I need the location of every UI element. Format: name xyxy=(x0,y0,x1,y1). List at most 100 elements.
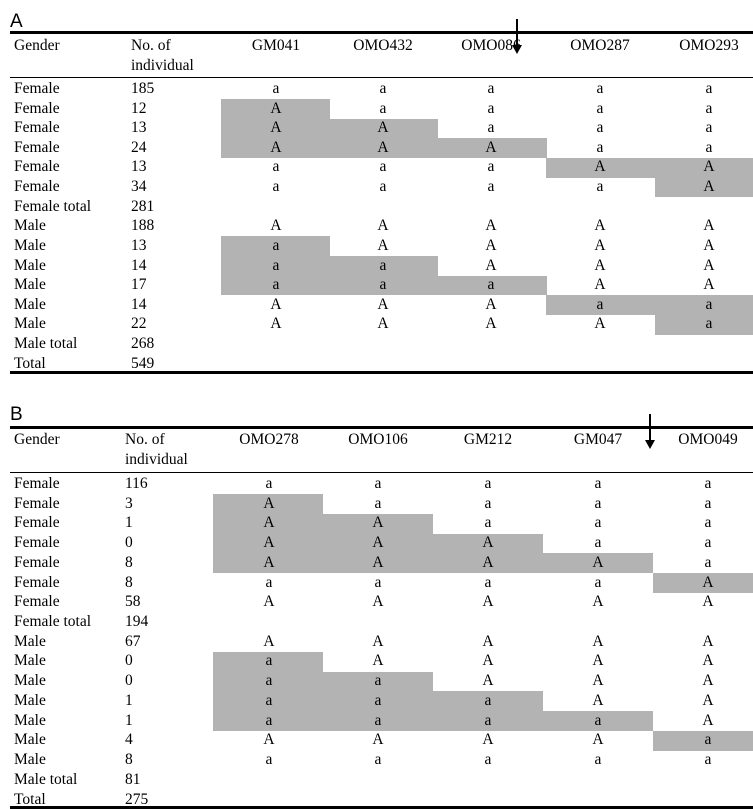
gender-cell: Male xyxy=(14,691,46,709)
gender-cell: Female xyxy=(14,553,60,571)
count-cell: 13 xyxy=(131,236,147,254)
count-column-header-line2: individual xyxy=(125,451,188,468)
genotype-cell: A xyxy=(592,652,604,670)
gender-cell: Male xyxy=(14,276,46,294)
shaded-cell xyxy=(221,99,330,119)
genotype-cell: a xyxy=(596,119,604,137)
count-cell: 13 xyxy=(131,158,147,176)
genotype-cell: A xyxy=(263,494,275,512)
genotype-cell: a xyxy=(379,158,387,176)
down-arrow-head-icon xyxy=(512,45,522,54)
genotype-cell: A xyxy=(372,534,384,552)
count-cell: 34 xyxy=(131,178,147,196)
count-cell: 194 xyxy=(125,613,149,631)
genotype-cell: a xyxy=(704,751,712,769)
gender-cell: Female xyxy=(14,80,60,97)
genotype-cell: a xyxy=(594,573,602,591)
genotype-cell: A xyxy=(485,138,497,156)
genotype-cell: A xyxy=(703,158,715,176)
gender-cell: Male xyxy=(14,217,46,235)
count-cell: 17 xyxy=(131,276,147,294)
genotype-cell: a xyxy=(704,534,712,552)
count-cell: 3 xyxy=(125,494,133,512)
bottom-rule xyxy=(10,806,753,809)
shaded-cell xyxy=(655,295,753,315)
gender-cell: Male xyxy=(14,672,46,690)
gender-cell: Male xyxy=(14,731,46,749)
top-rule xyxy=(10,31,753,34)
genotype-cell: a xyxy=(379,99,387,117)
gender-cell: Female xyxy=(14,99,60,117)
genotype-cell: a xyxy=(272,236,280,254)
genotype-cell: a xyxy=(705,119,713,137)
shaded-cell xyxy=(213,671,323,692)
genotype-cell: A xyxy=(594,256,606,274)
gender-cell: Female xyxy=(14,158,60,176)
genotype-cell: A xyxy=(372,731,384,749)
genotype-cell: A xyxy=(263,553,275,571)
count-cell: 58 xyxy=(125,593,141,611)
count-column-header: No. of xyxy=(125,431,165,448)
genotype-cell: a xyxy=(596,138,604,156)
gender-cell: Female total xyxy=(14,613,92,631)
shaded-cell xyxy=(438,138,547,158)
gender-cell: Female xyxy=(14,138,60,156)
genotype-cell: a xyxy=(265,711,273,729)
count-cell: 1 xyxy=(125,691,133,709)
down-arrow-head-icon xyxy=(645,440,655,449)
gender-cell: Female xyxy=(14,573,60,591)
genotype-cell: a xyxy=(374,494,382,512)
genotype-cell: a xyxy=(484,573,492,591)
genotype-cell: A xyxy=(482,672,494,690)
marker-column-header: OMO293 xyxy=(679,37,739,54)
genotype-cell: A xyxy=(377,236,389,254)
genotype-cell: a xyxy=(265,672,273,690)
gender-cell: Female xyxy=(14,534,60,552)
genotype-cell: a xyxy=(374,475,382,492)
count-cell: 0 xyxy=(125,672,133,690)
shaded-cell xyxy=(221,118,330,139)
genotype-cell: A xyxy=(592,553,604,571)
genotype-cell: A xyxy=(263,593,275,611)
marker-column-header: GM212 xyxy=(463,431,513,448)
count-cell: 67 xyxy=(125,632,141,650)
count-cell: 185 xyxy=(131,80,155,97)
header-rule xyxy=(10,77,753,79)
marker-column-header: OMO106 xyxy=(348,431,408,448)
panel-label: B xyxy=(10,404,23,425)
shaded-cell xyxy=(213,691,323,712)
count-cell: 281 xyxy=(131,197,155,215)
shaded-cell xyxy=(213,533,323,554)
count-cell: 188 xyxy=(131,217,155,235)
genotype-cell: a xyxy=(272,276,280,294)
genotype-cell: A xyxy=(263,731,275,749)
genotype-cell: a xyxy=(272,178,280,196)
count-cell: 0 xyxy=(125,534,133,552)
gender-cell: Total xyxy=(14,354,46,372)
genotype-cell: a xyxy=(704,731,712,749)
genotype-cell: a xyxy=(379,276,387,294)
genotype-cell: A xyxy=(485,315,497,333)
top-rule xyxy=(10,426,753,429)
count-cell: 268 xyxy=(131,335,155,353)
shaded-cell xyxy=(433,711,543,731)
count-cell: 275 xyxy=(125,790,149,808)
genotype-cell: a xyxy=(374,672,382,690)
genotype-cell: a xyxy=(265,475,273,492)
count-cell: 549 xyxy=(131,354,155,372)
genotype-cell: A xyxy=(702,593,714,611)
genotype-cell: a xyxy=(272,158,280,176)
gender-cell: Male xyxy=(14,315,46,333)
shaded-cell xyxy=(543,553,653,574)
shaded-cell xyxy=(655,157,753,178)
gender-cell: Male xyxy=(14,256,46,274)
genotype-cell: A xyxy=(702,672,714,690)
count-cell: 14 xyxy=(131,295,147,313)
shaded-cell xyxy=(433,691,543,712)
genotype-cell: a xyxy=(596,80,604,97)
genotype-cell: a xyxy=(265,652,273,670)
genotype-cell: a xyxy=(374,573,382,591)
genotype-cell: a xyxy=(487,99,495,117)
count-cell: 4 xyxy=(125,731,133,749)
marker-column-header: OMO278 xyxy=(239,431,299,448)
